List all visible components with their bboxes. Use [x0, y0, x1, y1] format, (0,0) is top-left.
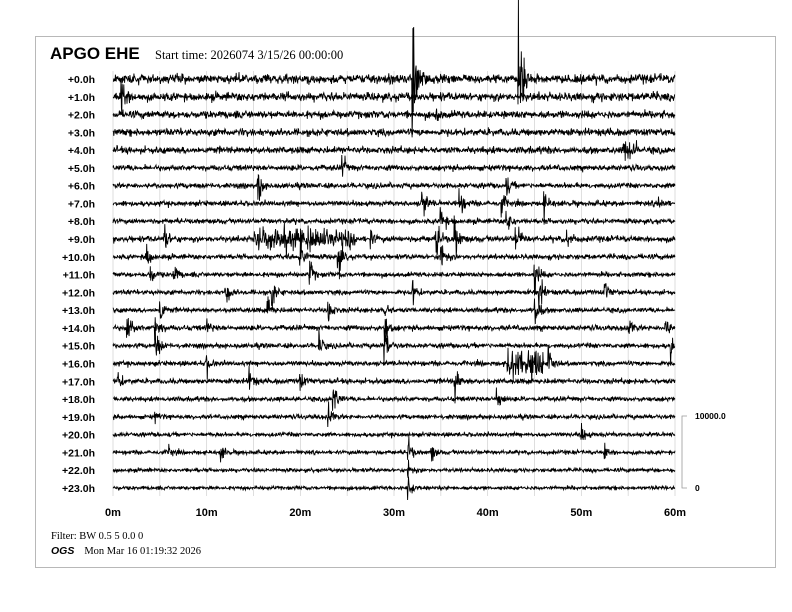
- x-tick-label: 10m: [196, 507, 218, 519]
- row-label: +4.0h: [68, 145, 95, 157]
- trace-row-15: [112, 321, 676, 366]
- trace-row-1: [112, 80, 676, 114]
- trace-row-22: [112, 459, 676, 478]
- row-label: +22.0h: [62, 465, 95, 477]
- x-tick-label: 60m: [664, 507, 686, 519]
- trace-row-16: [112, 345, 676, 384]
- row-label: +2.0h: [68, 110, 95, 122]
- row-label: +6.0h: [68, 181, 95, 193]
- row-label: +16.0h: [62, 358, 95, 370]
- row-label: +21.0h: [62, 447, 95, 459]
- trace-row-2: [112, 108, 676, 121]
- footer-line: OGS Mon Mar 16 01:19:32 2026: [51, 545, 201, 557]
- row-label: +5.0h: [68, 163, 95, 175]
- trace-row-7: [112, 188, 676, 225]
- row-label: +10.0h: [62, 252, 95, 264]
- trace-row-0: [112, 0, 676, 138]
- trace-row-18: [112, 387, 676, 411]
- scale-bottom-label: 0: [695, 483, 700, 493]
- trace-row-20: [112, 422, 676, 441]
- x-tick-label: 0m: [105, 507, 121, 519]
- row-label: +8.0h: [68, 216, 95, 228]
- filter-info: Filter: BW 0.5 5 0.0 0: [51, 531, 144, 542]
- trace-row-4: [112, 140, 676, 161]
- row-label: +13.0h: [62, 305, 95, 317]
- scale-top-label: 10000.0: [695, 411, 726, 421]
- trace-row-23: [112, 476, 676, 501]
- trace-row-11: [112, 260, 676, 296]
- plot-frame: [35, 36, 776, 568]
- row-label: +7.0h: [68, 198, 95, 210]
- row-label: +15.0h: [62, 341, 95, 353]
- row-label: +9.0h: [68, 234, 95, 246]
- row-label: +14.0h: [62, 323, 95, 335]
- row-label: +11.0h: [63, 270, 95, 282]
- generated-timestamp: Mon Mar 16 01:19:32 2026: [84, 546, 202, 557]
- row-label: +20.0h: [62, 430, 95, 442]
- trace-row-5: [112, 154, 676, 177]
- trace-row-9: [112, 215, 676, 259]
- x-tick-label: 40m: [477, 507, 499, 519]
- start-time: Start time: 2026074 3/15/26 00:00:00: [155, 48, 344, 62]
- trace-row-12: [112, 279, 676, 312]
- row-label: +0.0h: [68, 74, 95, 86]
- trace-row-10: [112, 228, 676, 280]
- row-label: +18.0h: [62, 394, 95, 406]
- station-title: APGO EHE: [50, 44, 140, 63]
- trace-row-14: [112, 317, 676, 342]
- trace-row-6: [112, 173, 676, 201]
- row-label: +23.0h: [62, 483, 95, 495]
- row-label: +3.0h: [68, 127, 95, 139]
- x-tick-label: 30m: [383, 507, 405, 519]
- row-label: +12.0h: [62, 287, 95, 299]
- trace-row-8: [112, 207, 676, 230]
- agency-logo: OGS: [51, 545, 75, 557]
- row-label: +17.0h: [62, 376, 95, 388]
- trace-row-19: [112, 401, 676, 428]
- trace-row-21: [112, 436, 676, 463]
- scale-bar: [681, 415, 687, 489]
- row-label: +1.0h: [68, 92, 95, 104]
- trace-row-17: [112, 365, 676, 404]
- trace-row-3: [112, 127, 676, 138]
- trace-row-13: [112, 296, 676, 325]
- row-label: +19.0h: [62, 412, 95, 424]
- x-tick-label: 50m: [570, 507, 592, 519]
- x-tick-label: 20m: [289, 507, 311, 519]
